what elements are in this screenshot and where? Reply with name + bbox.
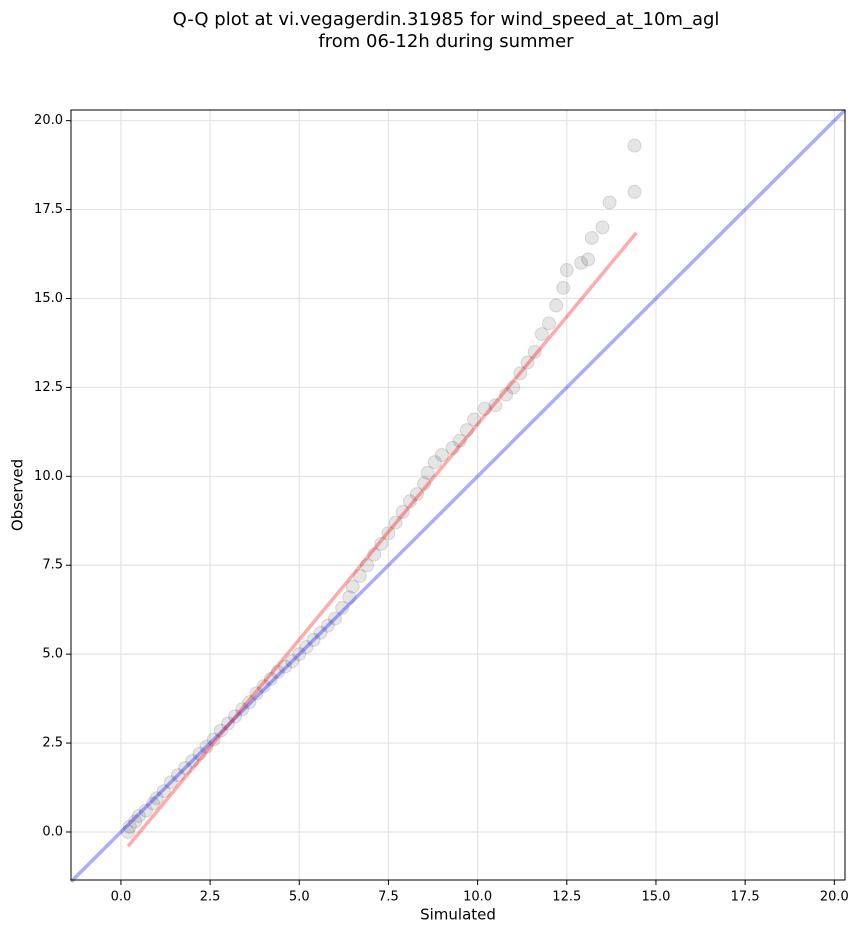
point (559, 263, 574, 278)
y-tick-label: 15.0 (34, 291, 63, 306)
point (249, 686, 264, 701)
point (256, 679, 271, 694)
point (122, 819, 137, 834)
y-tick-label: 20.0 (34, 113, 63, 128)
point (313, 625, 328, 640)
point (549, 298, 564, 313)
point (285, 654, 300, 669)
point (270, 664, 285, 679)
chart-subtitle: from 06-12h during summer (318, 31, 574, 52)
point (467, 412, 482, 427)
y-tick-label: 5.0 (42, 647, 63, 662)
point (149, 791, 164, 806)
point (206, 732, 221, 747)
point (477, 401, 492, 416)
y-tick-label: 10.0 (34, 469, 63, 484)
point (513, 366, 528, 381)
point (581, 252, 596, 267)
point (121, 824, 136, 839)
point (506, 380, 521, 395)
point (192, 746, 207, 761)
y-axis-label: Observed (9, 459, 27, 531)
x-tick-label: 12.5 (552, 890, 581, 905)
point (527, 344, 542, 359)
point (263, 672, 278, 687)
point (335, 600, 350, 615)
point (131, 808, 146, 823)
point (402, 494, 417, 509)
point (235, 702, 250, 717)
point (556, 280, 571, 295)
y-tick-label: 17.5 (34, 202, 63, 217)
point (306, 632, 321, 647)
chart-title: Q-Q plot at vi.vegagerdin.31985 for wind… (173, 9, 720, 30)
point (163, 775, 178, 790)
point (171, 768, 186, 783)
point (584, 231, 599, 246)
point (242, 695, 257, 710)
point (185, 753, 200, 768)
x-tick-label: 20.0 (820, 890, 849, 905)
reference-line (126, 231, 638, 848)
point (367, 547, 382, 562)
point (409, 487, 424, 502)
point (595, 220, 610, 235)
point (360, 558, 375, 573)
point (499, 387, 514, 402)
point (445, 440, 460, 455)
point (452, 433, 467, 448)
point (602, 195, 617, 210)
point (520, 355, 535, 370)
point (292, 647, 307, 662)
point (541, 316, 556, 331)
reference-line (69, 108, 847, 884)
point (178, 760, 193, 775)
x-tick-label: 5.0 (289, 890, 310, 905)
point (146, 796, 161, 811)
y-tick-label: 2.5 (42, 736, 63, 751)
point (627, 184, 642, 199)
x-tick-label: 10.0 (463, 890, 492, 905)
y-tick-label: 12.5 (34, 380, 63, 395)
point (352, 568, 367, 583)
x-tick-label: 0.0 (111, 890, 132, 905)
point (459, 423, 474, 438)
point (434, 447, 449, 462)
y-tick-label: 0.0 (42, 824, 63, 839)
point (345, 579, 360, 594)
point (488, 398, 503, 413)
point (627, 138, 642, 153)
point (320, 618, 335, 633)
point (374, 536, 389, 551)
point (138, 803, 153, 818)
point (228, 709, 243, 724)
point (381, 526, 396, 541)
point (388, 515, 403, 530)
point (534, 327, 549, 342)
point (342, 590, 357, 605)
point (427, 455, 442, 470)
point (156, 784, 171, 799)
point (420, 465, 435, 480)
point (213, 723, 228, 738)
point (299, 640, 314, 655)
x-tick-label: 7.5 (378, 890, 399, 905)
point (417, 476, 432, 491)
point (278, 659, 293, 674)
point (220, 716, 235, 731)
point (327, 611, 342, 626)
point (199, 739, 214, 754)
x-axis-label: Simulated (420, 906, 496, 924)
point (574, 255, 589, 270)
point (128, 814, 143, 829)
point (395, 504, 410, 519)
x-tick-label: 2.5 (200, 890, 221, 905)
y-tick-label: 7.5 (42, 558, 63, 573)
x-tick-label: 15.0 (641, 890, 670, 905)
x-tick-label: 17.5 (731, 890, 760, 905)
plot-frame (70, 109, 846, 881)
